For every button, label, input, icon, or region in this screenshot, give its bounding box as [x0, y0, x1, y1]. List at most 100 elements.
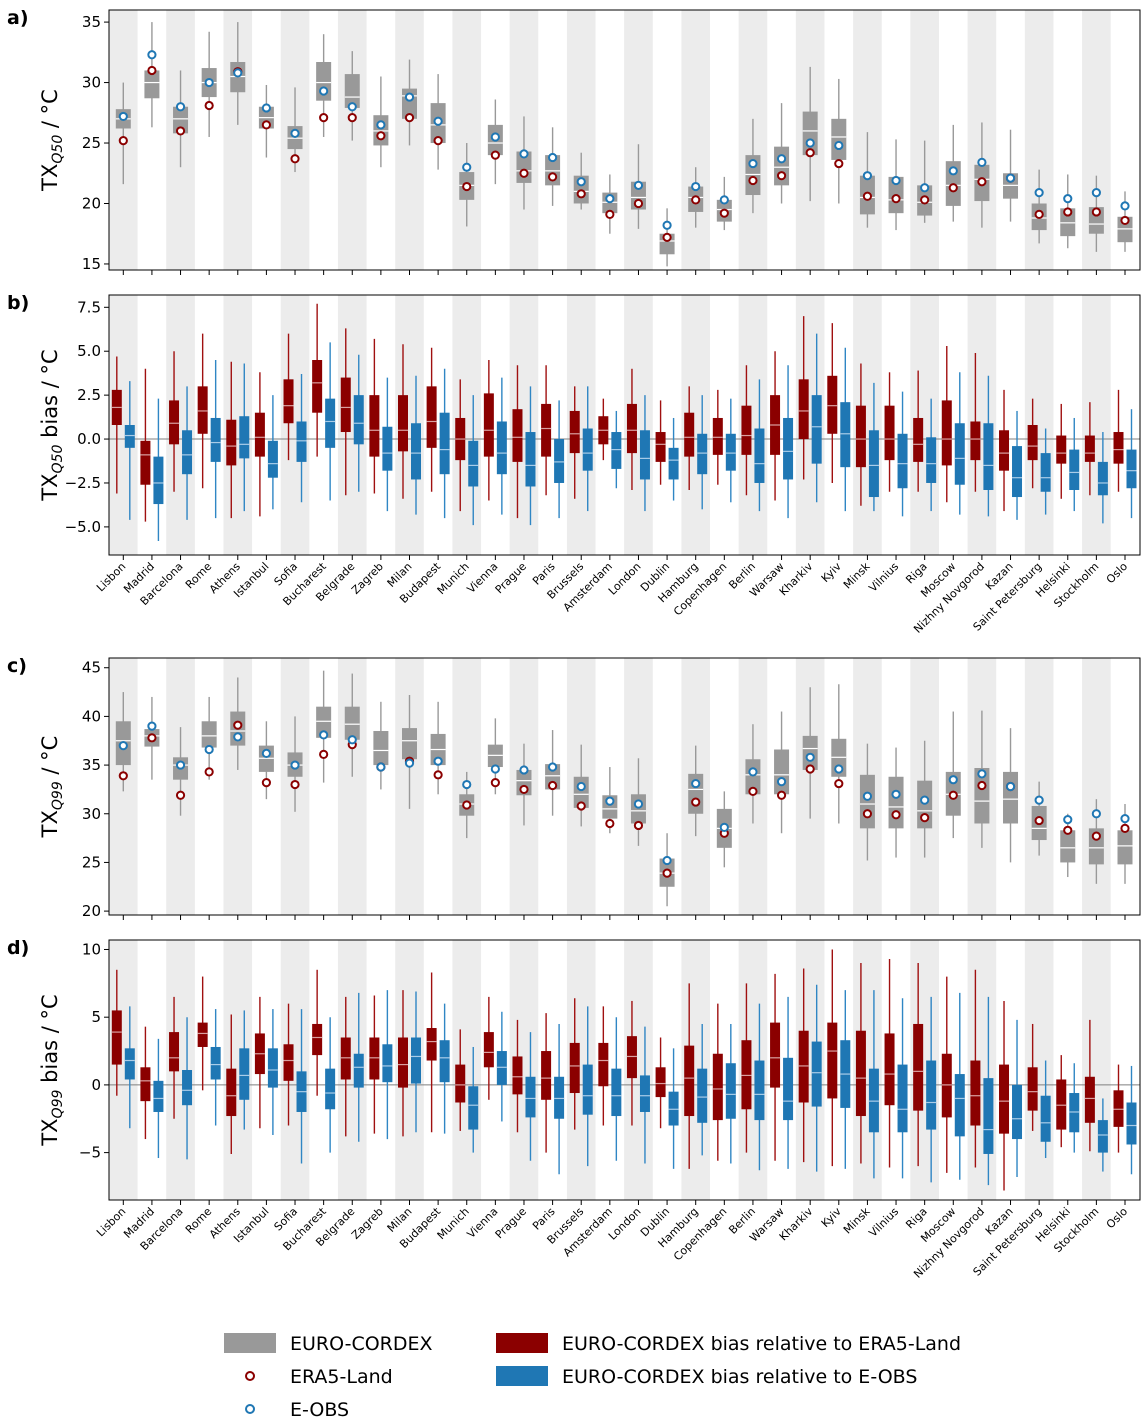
point-era5-land-brussels [576, 189, 586, 199]
box [455, 1064, 466, 1103]
box [798, 379, 809, 440]
point-e-obs-warsaw [776, 154, 787, 164]
box-euro-cordex-bias-relative-to-era5-land-kyiv [827, 323, 838, 483]
box [569, 1042, 580, 1094]
box-euro-cordex-bias-relative-to-e-obs-bucharest [325, 1017, 336, 1153]
box [868, 1068, 879, 1133]
box-euro-cordex-bias-relative-to-era5-land-paris [541, 1013, 552, 1153]
y-axis-label: TXQ99 / °C [38, 736, 66, 839]
box-euro-cordex-bias-relative-to-e-obs-hamburg [697, 395, 708, 510]
point-era5-land-paris [548, 172, 558, 182]
box [344, 706, 360, 740]
box-euro-cordex-bias-relative-to-e-obs-oslo [1126, 1065, 1137, 1175]
y-tick-label: 10 [82, 940, 101, 958]
box-euro-cordex-kazan [1003, 728, 1019, 863]
point-e-obs-kharkiv [805, 138, 815, 148]
box [468, 440, 479, 487]
y-axis-label: TXQ50 / °C [38, 89, 66, 192]
box-euro-cordex-warsaw [774, 103, 790, 204]
point-e-obs-milan [404, 758, 415, 768]
box [182, 430, 193, 475]
point-e-obs-helsinki [1063, 194, 1073, 204]
box-euro-cordex-rome [201, 696, 217, 780]
box [954, 1074, 965, 1137]
box [684, 412, 695, 457]
box-euro-cordex-bias-relative-to-era5-land-kazan [999, 1000, 1010, 1191]
box-euro-cordex-paris [545, 127, 561, 206]
box-euro-cordex-bias-relative-to-e-obs-berlin [754, 1003, 765, 1171]
box-euro-cordex-bias-relative-to-e-obs-hamburg [697, 1023, 708, 1156]
box-euro-cordex-warsaw [774, 711, 790, 834]
box [1126, 1102, 1137, 1145]
box-euro-cordex-bias-relative-to-e-obs-milan [411, 375, 421, 515]
box-euro-cordex-bias-relative-to-e-obs-nizhny-novgorod [983, 375, 994, 517]
panel-label: d) [7, 937, 29, 959]
y-tick-label: −2.5 [65, 474, 101, 492]
box [426, 1028, 437, 1061]
band [1082, 940, 1111, 1200]
panel-b: −5.0−2.50.02.55.07.5LisbonMadridBarcelon… [7, 292, 1141, 636]
box-euro-cordex-bias-relative-to-era5-land-stockholm [1084, 402, 1095, 496]
y-tick-label: 25 [82, 853, 101, 871]
box [1027, 1067, 1038, 1111]
point-e-obs-copenhagen [719, 822, 729, 832]
point-era5-land-paris [548, 780, 558, 791]
point-e-obs-barcelona [175, 102, 186, 112]
box [1040, 453, 1051, 492]
box-euro-cordex-bias-relative-to-era5-land-istanbul [254, 996, 265, 1129]
point-e-obs-riga [920, 183, 930, 193]
legend-label: ERA5-Land [290, 1366, 393, 1388]
box [267, 440, 278, 478]
point-e-obs-paris [548, 152, 558, 163]
box [373, 115, 389, 146]
box-euro-cordex-bias-relative-to-era5-land-helsinki [1056, 403, 1067, 499]
point-era5-land-kyiv [834, 158, 844, 169]
box [725, 433, 736, 471]
box-euro-cordex-bias-relative-to-era5-land-barcelona [169, 996, 180, 1119]
point-e-obs-stockholm [1091, 188, 1101, 198]
box [941, 400, 952, 466]
band [624, 10, 653, 270]
point-era5-land-munich [462, 181, 472, 192]
plot-area [109, 295, 1140, 555]
box [783, 1057, 794, 1121]
point-era5-land-minsk [862, 191, 873, 201]
box-euro-cordex-amsterdam [602, 174, 618, 234]
point-e-obs-vienna [490, 764, 500, 774]
box-euro-cordex-bias-relative-to-e-obs-kharkiv [811, 984, 822, 1172]
y-tick-label: 35 [82, 756, 101, 774]
box [1097, 461, 1108, 496]
box [1003, 771, 1019, 824]
box-euro-cordex-bias-relative-to-era5-land-sofia [283, 1003, 294, 1126]
box-euro-cordex-nizhny-novgorod [974, 710, 990, 848]
axes-frame [108, 939, 1141, 1201]
band [566, 10, 596, 270]
box [668, 1091, 679, 1126]
y-tick-label: 5.0 [77, 342, 101, 360]
legend-marker [245, 1404, 255, 1414]
box-euro-cordex-bias-relative-to-era5-land-bucharest [312, 303, 323, 457]
box-euro-cordex-bias-relative-to-era5-land-vilnius [884, 372, 895, 492]
box [970, 1060, 981, 1126]
x-tick-label-oslo: Oslo [1104, 560, 1130, 586]
point-era5-land-athens [233, 720, 243, 730]
box-euro-cordex-barcelona [173, 70, 189, 168]
box [840, 402, 851, 468]
point-e-obs-copenhagen [719, 195, 729, 205]
box [398, 395, 408, 452]
box [1097, 1120, 1108, 1153]
point-e-obs-london [633, 799, 644, 809]
point-e-obs-bucharest [319, 86, 329, 96]
box [974, 768, 990, 824]
box [888, 776, 904, 829]
legend-swatch [224, 1333, 276, 1353]
point-e-obs-lisbon [118, 741, 128, 751]
box-euro-cordex-bias-relative-to-era5-land-vilnius [884, 958, 895, 1168]
box-euro-cordex-bias-relative-to-era5-land-zagreb [369, 995, 380, 1134]
box [153, 456, 164, 505]
point-e-obs-prague [519, 765, 529, 775]
point-e-obs-amsterdam [605, 194, 615, 204]
box [197, 386, 208, 434]
box-euro-cordex-bias-relative-to-e-obs-dublin [668, 417, 679, 501]
box [140, 440, 151, 485]
